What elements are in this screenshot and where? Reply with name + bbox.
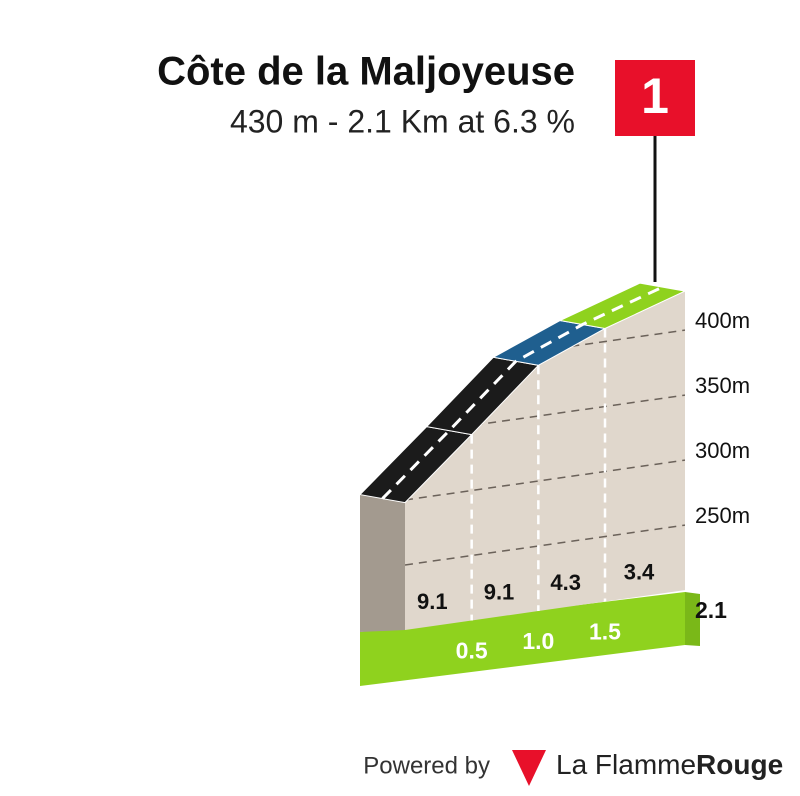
- y-tick-label: 250m: [695, 503, 750, 528]
- base-strip-side: [685, 592, 700, 646]
- gradient-label: 4.3: [550, 570, 581, 595]
- gradient-label: 3.4: [624, 560, 655, 585]
- side-wall: [360, 494, 405, 632]
- chart-subtitle: 430 m - 2.1 Km at 6.3 %: [230, 103, 575, 139]
- grid-line: [405, 459, 685, 501]
- x-tick-label: 0.5: [456, 638, 488, 664]
- x-tick-label: 1.0: [522, 628, 554, 654]
- powered-by: Powered by: [363, 752, 490, 779]
- flag: [615, 60, 695, 136]
- plot: 250m 300m 350m 400m 9.1 9.1 4.3 3.4 0.5 1.0 1.5 2.1: [358, 282, 750, 686]
- gradient-label: 9.1: [417, 589, 448, 614]
- y-tick-label: 300m: [695, 438, 750, 463]
- back-wall: [405, 291, 685, 630]
- x-tick-label: 2.1: [695, 597, 727, 623]
- logo: [512, 750, 546, 786]
- y-tick-label: 350m: [695, 373, 750, 398]
- flag-label: 1: [641, 68, 669, 124]
- chart-title: Côte de la Maljoyeuse: [157, 50, 575, 94]
- brand: La FlammeRouge: [556, 749, 783, 780]
- footer: Powered by La FlammeRouge: [363, 749, 783, 786]
- x-tick-label: 1.5: [589, 619, 621, 645]
- gradient-label: 9.1: [484, 580, 515, 605]
- y-tick-label: 400m: [695, 308, 750, 333]
- brand-bold: Rouge: [696, 749, 783, 780]
- brand-main: La Flamme: [556, 749, 696, 780]
- center-line: [381, 285, 664, 500]
- base-strip: [360, 592, 685, 686]
- grid-line: [405, 524, 685, 566]
